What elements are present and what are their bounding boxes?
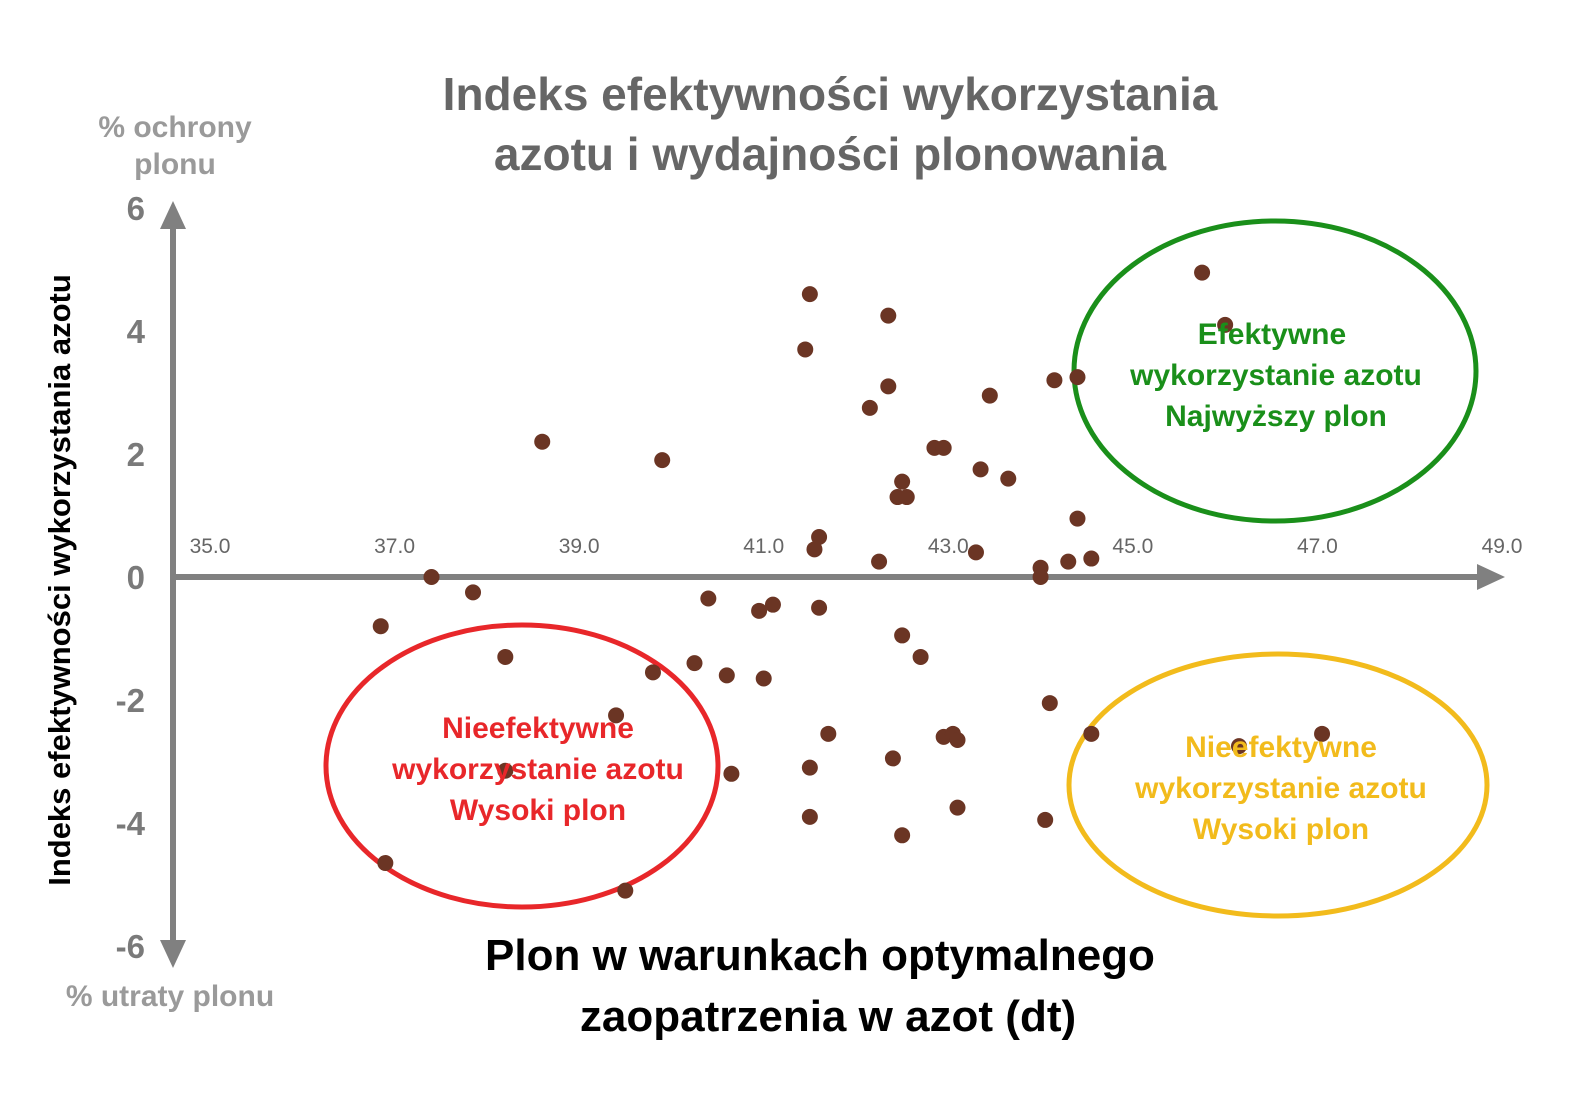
data-point <box>644 664 661 681</box>
data-point <box>894 473 911 490</box>
x-tick-label: 47.0 <box>1297 535 1338 558</box>
data-point <box>1314 725 1331 742</box>
data-points <box>372 264 1331 899</box>
zone-inefficient-left-label-3: Wysoki plon <box>450 794 626 827</box>
y-axis-label: Indeks efektywności wykorzystania azotu <box>42 274 77 886</box>
data-point <box>967 544 984 561</box>
data-point <box>700 590 717 607</box>
data-point <box>1069 369 1086 386</box>
data-point <box>751 602 768 619</box>
data-point <box>1000 470 1017 487</box>
zone-labels: Efektywne wykorzystanie azotu Najwyższy … <box>391 318 1427 846</box>
zone-inefficient-left-ellipse <box>323 622 721 910</box>
data-point <box>654 452 671 469</box>
data-point <box>1217 316 1234 333</box>
data-point <box>1069 510 1086 527</box>
data-point <box>718 667 735 684</box>
axes <box>160 201 1505 968</box>
data-point <box>497 762 514 779</box>
data-point <box>1041 695 1058 712</box>
x-tick-label: 37.0 <box>374 535 415 558</box>
zone-efficient-label-3: Najwyższy plon <box>1165 400 1387 433</box>
data-point <box>884 750 901 767</box>
chart-title-line-1: Indeks efektywności wykorzystania <box>443 68 1218 120</box>
data-point <box>912 648 929 665</box>
y-tick-label: 2 <box>127 436 145 473</box>
data-point <box>898 489 915 506</box>
data-point <box>797 341 814 358</box>
zone-inefficient-left-label-1: Nieefektywne <box>442 712 634 745</box>
data-point <box>755 670 772 687</box>
data-point <box>801 759 818 776</box>
x-tick-label: 41.0 <box>743 535 784 558</box>
data-point <box>935 439 952 456</box>
data-point <box>617 882 634 899</box>
zone-inefficient-right-label-1: Nieefektywne <box>1185 731 1377 764</box>
data-point <box>801 286 818 303</box>
data-point <box>1046 372 1063 389</box>
y-top-hint-line-1: % ochrony <box>98 111 252 144</box>
data-point <box>608 707 625 724</box>
y-axis-arrow-down <box>160 940 186 968</box>
y-axis-arrow-up <box>160 201 186 229</box>
x-axis-label-line-1: Plon w warunkach optymalnego <box>485 931 1155 980</box>
x-tick-label: 35.0 <box>190 535 231 558</box>
y-tick-label: -4 <box>116 805 146 842</box>
zone-inefficient-right-label-2: wykorzystanie azotu <box>1134 772 1427 805</box>
y-bottom-hint: % utraty plonu <box>66 980 274 1013</box>
data-point <box>880 307 897 324</box>
data-point <box>811 529 828 546</box>
data-point <box>1194 264 1211 281</box>
data-point <box>1037 811 1054 828</box>
x-tick-labels: 35.0 37.0 39.0 41.0 43.0 45.0 47.0 49.0 <box>190 535 1523 558</box>
data-point <box>372 618 389 635</box>
zone-efficient-label-2: wykorzystanie azotu <box>1129 359 1422 392</box>
data-point <box>764 596 781 613</box>
y-tick-label: -2 <box>116 682 145 719</box>
x-tick-label: 39.0 <box>559 535 600 558</box>
data-point <box>894 827 911 844</box>
zone-efficient-label-1: Efektywne <box>1198 318 1346 351</box>
x-axis-arrow-right <box>1477 564 1505 590</box>
zone-inefficient-right-label-3: Wysoki plon <box>1193 813 1369 846</box>
data-point <box>1032 569 1049 585</box>
data-point <box>723 765 740 782</box>
data-point <box>377 854 394 871</box>
data-point <box>811 599 828 616</box>
data-point <box>801 808 818 825</box>
data-point <box>806 541 823 558</box>
y-tick-label: -6 <box>116 928 145 965</box>
data-point <box>423 569 440 585</box>
data-point <box>871 553 888 570</box>
data-point <box>1230 738 1247 755</box>
x-tick-label: 49.0 <box>1482 535 1523 558</box>
data-point <box>465 584 482 601</box>
data-point <box>981 387 998 404</box>
y-top-hint-line-2: plonu <box>134 148 216 181</box>
data-point <box>949 731 966 748</box>
data-point <box>880 378 897 395</box>
chart-title-line-2: azotu i wydajności plonowania <box>494 128 1167 180</box>
data-point <box>1060 553 1077 570</box>
data-point <box>534 433 551 450</box>
data-point <box>1083 725 1100 742</box>
data-point <box>497 648 514 665</box>
y-tick-label: 0 <box>127 559 145 596</box>
zone-inefficient-right-ellipse <box>1066 651 1490 919</box>
data-point <box>894 627 911 644</box>
data-point <box>972 461 989 478</box>
x-tick-label: 43.0 <box>928 535 969 558</box>
data-point <box>820 725 837 742</box>
x-tick-label: 45.0 <box>1112 535 1153 558</box>
data-point <box>1083 550 1100 567</box>
zone-inefficient-left-label-2: wykorzystanie azotu <box>391 753 684 786</box>
y-tick-label: 4 <box>127 313 146 350</box>
y-tick-label: 6 <box>127 190 145 227</box>
y-tick-labels: 6 4 2 0 -2 -4 -6 <box>116 190 146 965</box>
data-point <box>686 655 703 672</box>
data-point <box>949 799 966 816</box>
data-point <box>861 399 878 416</box>
x-axis-label-line-2: zaopatrzenia w azot (dt) <box>580 992 1076 1041</box>
